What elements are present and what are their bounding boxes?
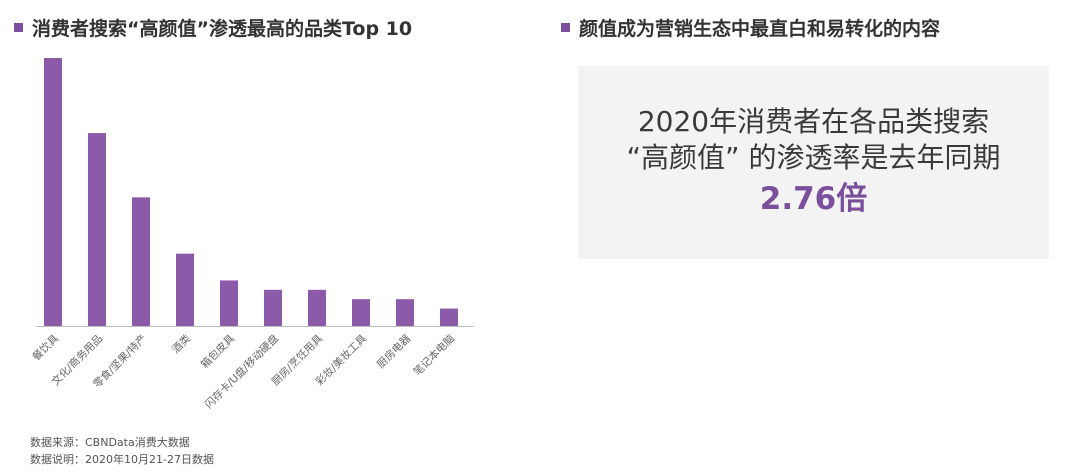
highlight-text-line2: “高颜值” 的渗透率是去年同期 — [626, 141, 1001, 174]
highlight-panel: 2020年消费者在各品类搜索 “高颜值” 的渗透率是去年同期 2.76倍 — [578, 66, 1049, 259]
chart-title: 消费者搜索“高颜值”渗透最高的品类Top 10 — [14, 14, 412, 41]
x-tick-label: 酒类 — [169, 332, 193, 356]
highlight-text-line1: 2020年消费者在各品类搜索 — [637, 105, 990, 138]
bar — [88, 133, 106, 326]
x-tick-label: 箱包皮具 — [198, 332, 237, 371]
x-tick-label: 厨房电器 — [374, 332, 413, 371]
source-line: 数据来源：CBNData消费大数据 — [30, 436, 190, 449]
square-bullet-icon — [561, 23, 570, 32]
x-tick-label: 餐饮具 — [30, 332, 62, 364]
bar — [396, 299, 414, 326]
bar — [308, 289, 326, 326]
bar — [44, 58, 62, 326]
highlight-value: 2.76倍 — [759, 181, 868, 217]
bar — [352, 299, 370, 326]
bar — [264, 289, 282, 326]
bar — [132, 197, 150, 326]
bar — [220, 280, 238, 326]
insight-title-text: 颜值成为营销生态中最直白和易转化的内容 — [579, 18, 941, 40]
bar — [176, 253, 194, 326]
bar — [440, 308, 458, 326]
data-source-note: 数据来源：CBNData消费大数据 数据说明：2020年10月21-27日数据 — [30, 434, 214, 468]
source-note-line: 数据说明：2020年10月21-27日数据 — [30, 453, 214, 466]
x-tick-label: 笔记本电脑 — [411, 332, 457, 378]
square-bullet-icon — [14, 23, 23, 32]
chart-title-text: 消费者搜索“高颜值”渗透最高的品类Top 10 — [32, 18, 413, 40]
x-tick-label: 闪存卡/U盘/移动硬盘 — [202, 332, 281, 411]
insight-title: 颜值成为营销生态中最直白和易转化的内容 — [561, 14, 940, 41]
